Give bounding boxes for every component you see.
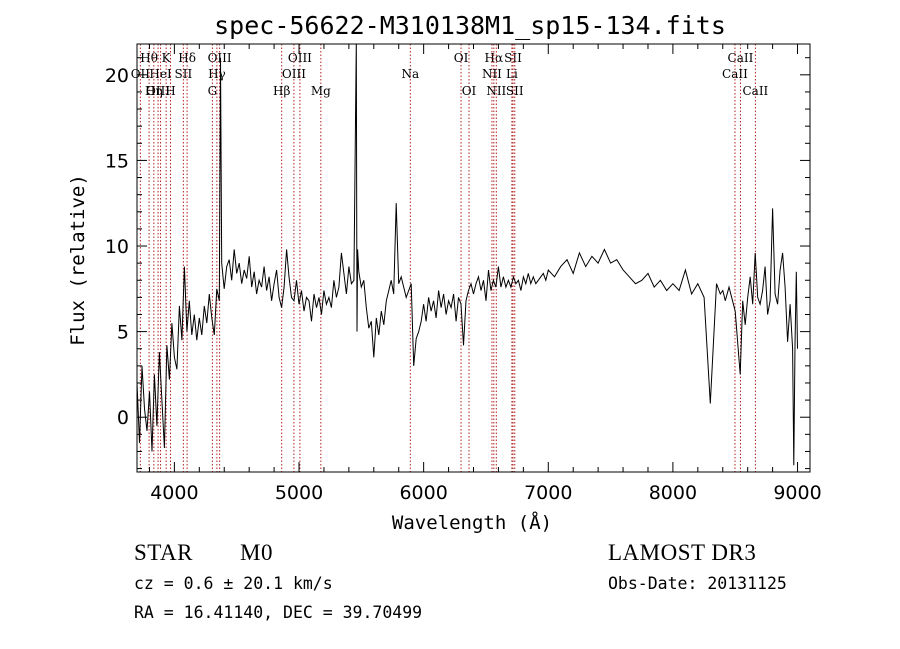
marker-label-7: SII	[175, 67, 193, 81]
spectral-subclass: M0	[240, 540, 273, 565]
marker-label-0: Hθ	[140, 51, 158, 65]
marker-label-24: SII	[506, 84, 524, 98]
marker-label-18: OI	[462, 84, 477, 98]
object-type: STAR	[134, 540, 193, 565]
y-tick-label: 15	[105, 150, 129, 172]
coordinates: RA = 16.41140, DEC = 39.70499	[134, 603, 423, 622]
chart-title: spec-56622-M310138M1_sp15-134.fits	[214, 11, 726, 40]
spectrum-chart: spec-56622-M310138M1_sp15-134.fits Hθ OII…	[67, 11, 822, 534]
marker-label-4: HeI	[149, 67, 172, 81]
marker-label-16: Na	[401, 67, 419, 81]
marker-label-23: Li	[506, 67, 518, 81]
y-tick-label: 20	[105, 65, 129, 87]
x-tick-label: 5000	[275, 482, 323, 504]
survey-name: LAMOST DR3	[608, 540, 757, 565]
marker-label-13: OIII	[282, 67, 306, 81]
marker-label-12: OIII	[288, 51, 312, 65]
marker-label-5: Hη	[145, 84, 163, 98]
marker-label-3: K	[162, 51, 172, 65]
observation-date: Obs-Date: 20131125	[608, 574, 787, 593]
plot-frame	[136, 43, 811, 473]
y-tick-label: 5	[117, 322, 129, 344]
marker-label-15: Mg	[311, 84, 331, 98]
spectrum-line	[137, 44, 798, 466]
marker-label-20: NII	[482, 67, 502, 81]
axes: 4000 5000 6000 7000 8000 9000 0 5 10 15 20	[105, 43, 822, 504]
x-tick-label: 8000	[649, 482, 697, 504]
marker-label-26: CaII	[722, 67, 748, 81]
marker-label-14: Hβ	[273, 84, 290, 98]
x-tick-label: 6000	[399, 482, 447, 504]
plot-area	[137, 44, 798, 466]
marker-label-21: NII	[486, 84, 506, 98]
x-tick-label: 7000	[524, 482, 572, 504]
marker-label-10: Hγ	[208, 67, 226, 81]
marker-label-1: OII	[131, 67, 151, 81]
marker-label-25: CaII	[728, 51, 754, 65]
marker-label-27: CaII	[742, 84, 768, 98]
marker-label-6: Hδ	[178, 51, 196, 65]
redshift-value: cz = 0.6 ± 20.1 km/s	[134, 574, 333, 593]
x-tick-label: 4000	[150, 482, 198, 504]
y-tick-label: 10	[105, 236, 129, 258]
marker-label-8: H	[165, 84, 175, 98]
y-tick-label: 0	[117, 407, 129, 429]
marker-label-9: OIII	[208, 51, 232, 65]
marker-label-19: Hα	[485, 51, 504, 65]
marker-label-2: OIII	[146, 84, 170, 98]
x-tick-label: 9000	[773, 482, 821, 504]
marker-label-17: OI	[454, 51, 469, 65]
marker-label-22: SII	[504, 51, 522, 65]
marker-label-11: G	[208, 84, 218, 98]
x-axis-label: Wavelength (Å)	[392, 511, 552, 534]
y-axis-label: Flux (relative)	[67, 174, 89, 346]
